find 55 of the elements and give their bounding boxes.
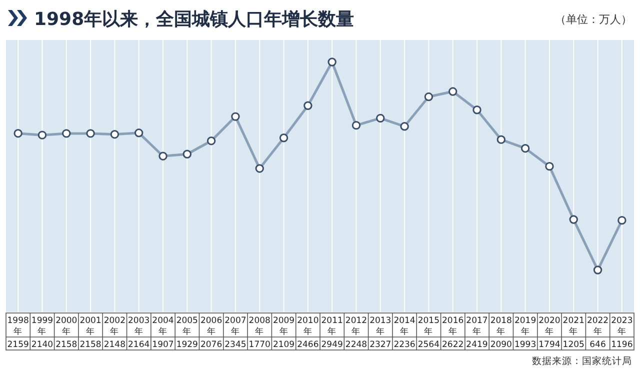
x-tick-label: 2013年 [370,316,392,337]
source-note: 数据来源：国家统计局 [532,355,632,367]
x-tick-label: 2008年 [248,316,270,337]
data-label: 1196 [611,340,633,350]
data-label: 2076 [200,340,222,350]
data-label: 2148 [104,340,126,350]
x-tick-label: 2009年 [272,316,295,337]
data-label: 1205 [562,340,584,350]
data-label: 1794 [538,340,560,350]
data-label: 1993 [514,340,536,350]
x-tick-label: 2002年 [104,316,126,337]
data-label: 1770 [248,340,270,350]
data-label: 2158 [80,340,102,350]
data-label: 2622 [442,340,464,350]
x-tick-label: 2018年 [490,316,512,337]
data-label: 2140 [31,340,54,350]
x-tick-label: 2021年 [562,316,584,337]
x-tick-label: 2007年 [224,316,246,337]
data-label: 2159 [7,340,29,350]
x-tick-label: 2004年 [152,316,174,337]
x-tick-label: 2010年 [297,316,319,337]
x-tick-label: 2000年 [56,316,78,337]
x-tick-label: 2011年 [321,316,343,337]
data-label: 2109 [272,340,295,350]
data-label: 2158 [56,340,78,350]
x-tick-label: 2016年 [442,316,464,337]
data-label: 2345 [224,340,246,350]
data-label: 2466 [297,340,319,350]
data-label: 1907 [152,340,174,350]
x-tick-label: 2001年 [80,316,102,337]
x-tick-label: 2020年 [538,316,560,337]
chart-title: 1998年以来，全国城镇人口年增长数量 [34,9,354,30]
data-label: 2090 [490,340,512,350]
data-label: 2564 [418,340,440,350]
y-axis-title: （单位：万人） [555,13,632,26]
x-tick-label: 1998年 [7,316,29,337]
x-tick-label: 2015年 [418,316,440,337]
x-tick-label: 1999年 [31,316,54,337]
data-label: 2419 [466,340,488,350]
x-tick-label: 2005年 [176,316,198,337]
x-tick-label: 2006年 [200,316,222,337]
x-tick-label: 2012年 [345,316,368,337]
data-label: 2949 [321,340,343,350]
x-tick-label: 2019年 [514,316,536,337]
data-label: 2236 [394,340,416,350]
data-label: 2164 [128,340,150,350]
data-label: 646 [590,340,606,350]
x-tick-label: 2022年 [586,316,609,337]
data-label: 2248 [345,340,368,350]
x-tick-label: 2003年 [128,316,150,337]
x-tick-label: 2017年 [466,316,488,337]
x-tick-label: 2014年 [394,316,416,337]
x-tick-label: 2023年 [611,316,633,337]
data-label: 2327 [370,340,392,350]
data-label: 1929 [176,340,198,350]
